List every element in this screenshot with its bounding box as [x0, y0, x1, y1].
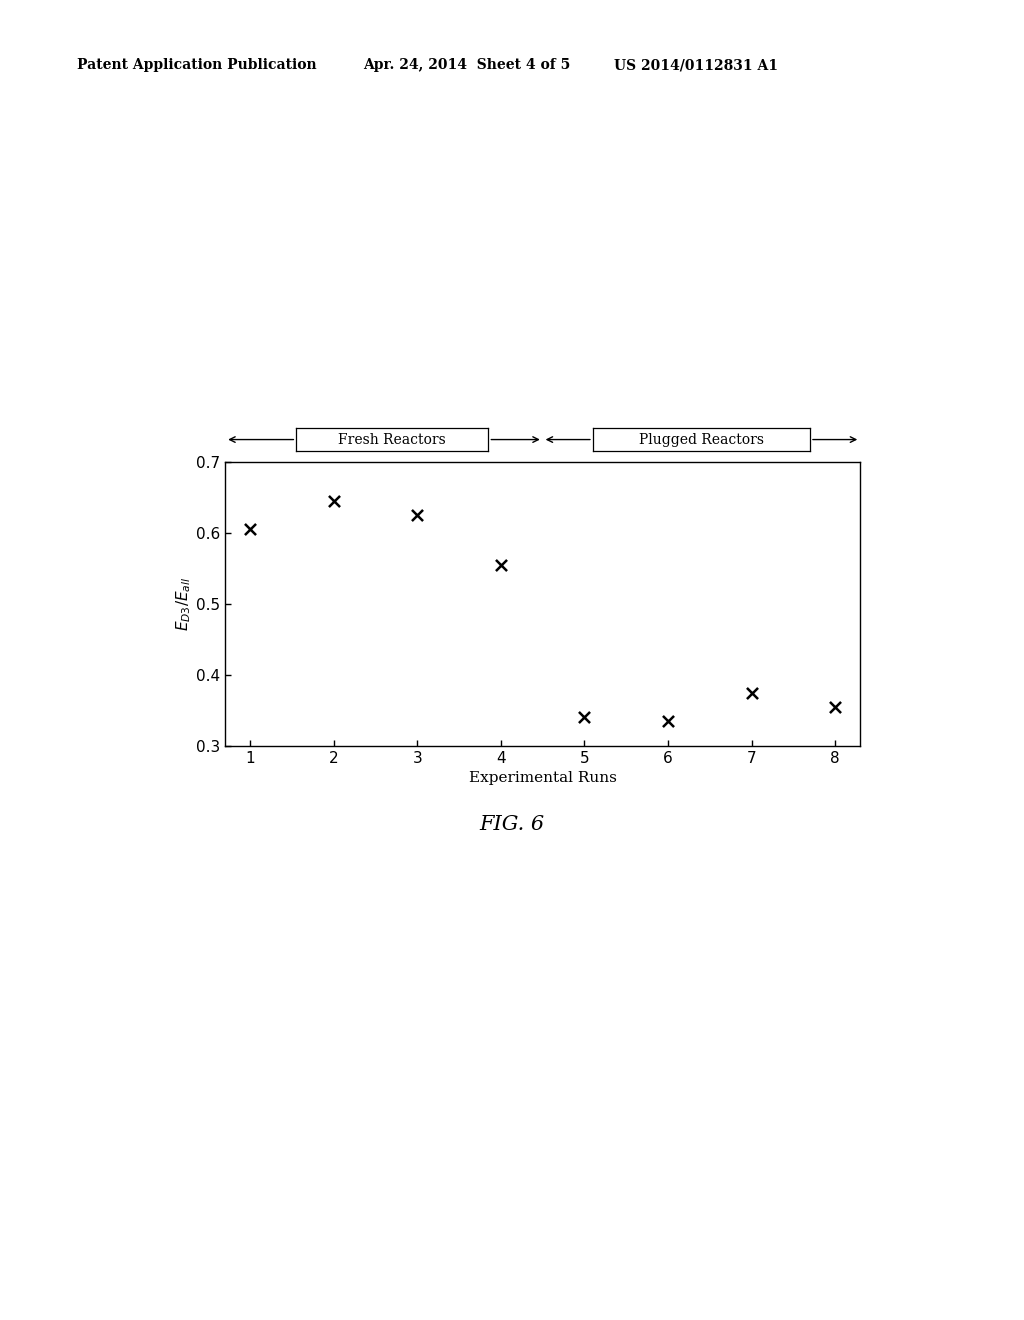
X-axis label: Experimental Runs: Experimental Runs [469, 771, 616, 785]
Point [659, 710, 676, 731]
Text: Patent Application Publication: Patent Application Publication [77, 58, 316, 73]
Text: US 2014/0112831 A1: US 2014/0112831 A1 [614, 58, 778, 73]
Point [577, 708, 593, 729]
Y-axis label: $\mathit{E}_{D3}/\mathit{E}_{all}$: $\mathit{E}_{D3}/\mathit{E}_{all}$ [175, 577, 194, 631]
Text: FIG. 6: FIG. 6 [479, 816, 545, 834]
Point [827, 696, 844, 717]
Point [743, 682, 760, 704]
Point [326, 491, 342, 512]
Point [493, 554, 509, 576]
Point [242, 519, 258, 540]
Text: Apr. 24, 2014  Sheet 4 of 5: Apr. 24, 2014 Sheet 4 of 5 [364, 58, 570, 73]
Text: Fresh Reactors: Fresh Reactors [339, 433, 446, 446]
Text: Plugged Reactors: Plugged Reactors [639, 433, 764, 446]
Point [410, 504, 426, 525]
